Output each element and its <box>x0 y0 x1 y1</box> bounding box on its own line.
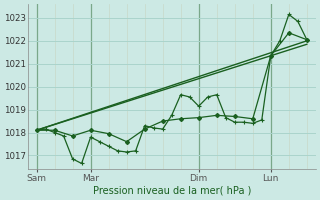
X-axis label: Pression niveau de la mer( hPa ): Pression niveau de la mer( hPa ) <box>92 186 251 196</box>
